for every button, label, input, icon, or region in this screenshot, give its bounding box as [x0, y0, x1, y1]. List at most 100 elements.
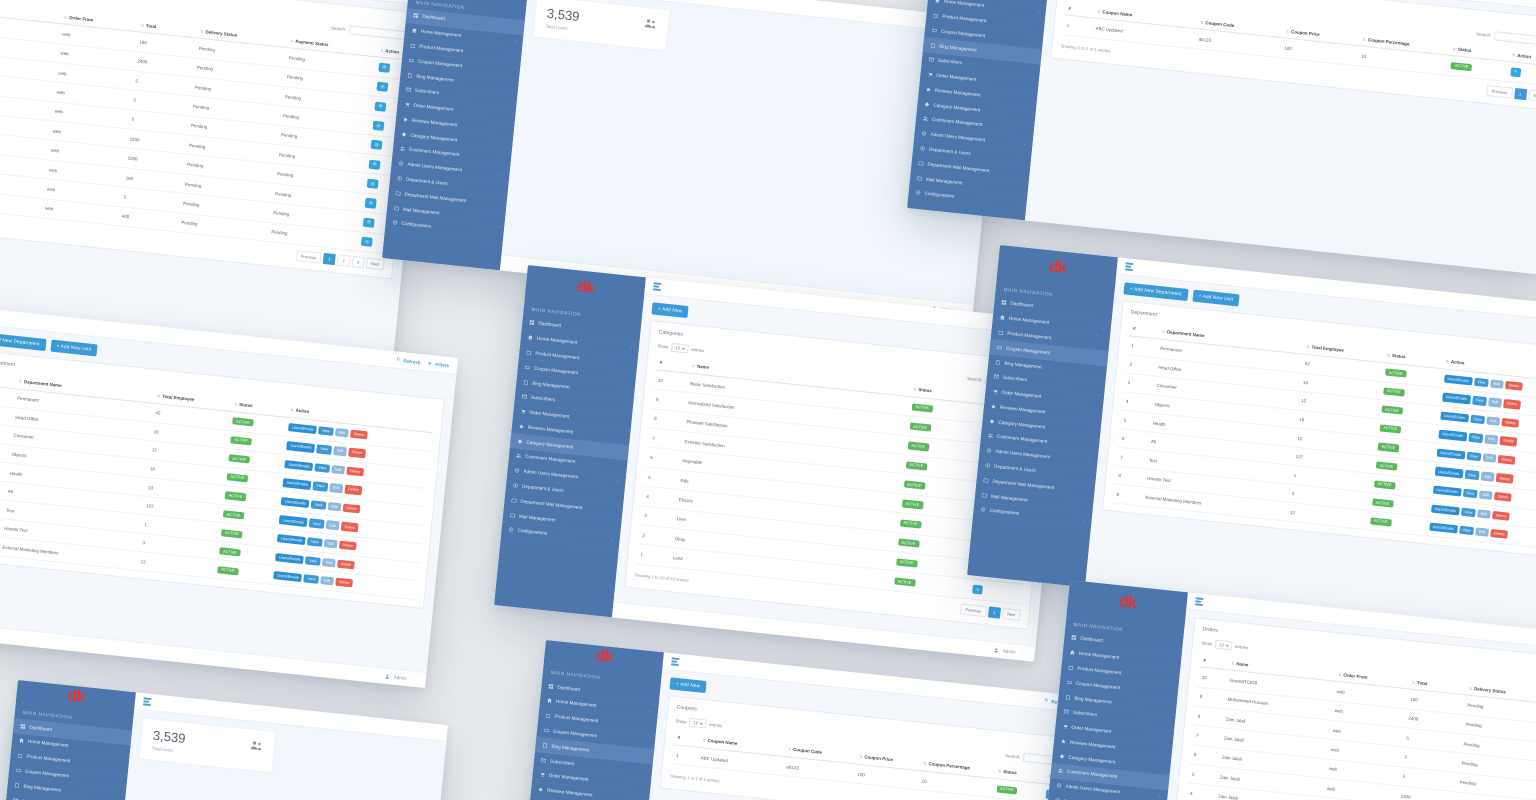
sidebar-item-order-management[interactable]: Order Management — [985, 384, 1104, 411]
view-order-button[interactable]: 👁 — [370, 139, 383, 151]
sidebar-item-home-management[interactable]: Home Management › — [539, 693, 658, 720]
sidebar-item-order-management[interactable]: Order Management — [513, 404, 632, 431]
users-emails-button[interactable]: Users/Emails — [282, 478, 312, 490]
edit-button[interactable]: Edit — [1477, 508, 1491, 519]
sidebar-item-product-management[interactable]: Product Management — [10, 748, 129, 775]
sidebar-item-product-management[interactable]: Product Management — [538, 708, 657, 735]
sidebar-item-product-management[interactable]: Product Management — [991, 325, 1110, 352]
sidebar-item-dashboard[interactable]: Dashboard — [994, 295, 1113, 322]
pagination[interactable]: Previous 1 Next — [1486, 84, 1536, 103]
sidebar-item-department-mail-management[interactable]: Department Mail Management — [911, 155, 1030, 182]
view-button[interactable]: View — [309, 518, 325, 529]
sidebar-item-coupon-management[interactable]: Coupon Management — [1059, 674, 1178, 701]
sidebar-item-configurations[interactable]: Configurations › — [973, 502, 1092, 529]
screen-department-mid-right[interactable]: dk MAIN NAVIGATION Dashboard Home Managem… — [967, 245, 1536, 641]
delete-button[interactable]: Delete — [1501, 417, 1520, 428]
edit-button[interactable]: Edit — [334, 427, 349, 438]
view-order-button[interactable]: 👁 — [376, 81, 389, 93]
sidebar-item-coupon-management[interactable]: Coupon Management — [517, 359, 636, 386]
add-new-department-button[interactable]: + Add New Department — [1123, 282, 1189, 301]
previous-page-button[interactable]: Previous — [1486, 84, 1513, 99]
edit-coupon-button[interactable]: ✎ — [1510, 67, 1521, 78]
sidebar-item-configurations[interactable]: Configurations › — [501, 522, 620, 549]
sidebar-item-home-management[interactable]: Home Management › — [520, 330, 639, 357]
sidebar-item-coupon-management[interactable]: Coupon Management — [536, 723, 655, 750]
sidebar-item-dashboard[interactable]: Dashboard — [522, 315, 641, 342]
view-button[interactable]: View — [311, 500, 327, 511]
sidebar-item-home-management[interactable]: Home Management › — [11, 733, 130, 760]
sidebar-item-reviews-management[interactable]: Reviews Management — [530, 782, 649, 800]
sidebar-item-order-management[interactable]: Order Management — [397, 97, 516, 124]
edit-button[interactable]: Edit — [323, 538, 338, 549]
sidebar-item-blog-management[interactable]: Blog Management — [7, 777, 126, 800]
edit-button[interactable]: Edit — [327, 501, 342, 512]
sidebar-item-dashboard[interactable]: Dashboard — [12, 718, 133, 746]
users-emails-button[interactable]: Users/Emails — [288, 422, 318, 435]
sidebar-item-department-mail-management[interactable]: Department Mail Management — [388, 185, 507, 212]
sidebar-item-subscribers[interactable]: Subscribers — [398, 82, 517, 109]
refresh-link[interactable]: ↻ Refresh — [396, 356, 421, 365]
search-input[interactable] — [348, 25, 408, 41]
edit-category-button[interactable]: ✎ — [972, 584, 984, 595]
edit-button[interactable]: Edit — [331, 464, 346, 475]
delete-button[interactable]: Delete — [1497, 454, 1516, 465]
sidebar-item-department-users[interactable]: Department & Users — [505, 478, 624, 505]
previous-page-button[interactable]: Previous — [959, 603, 987, 618]
view-button[interactable]: View — [1469, 414, 1486, 425]
sidebar-item-subscribers[interactable]: Subscribers — [921, 52, 1040, 79]
edit-button[interactable]: Edit — [321, 557, 336, 568]
edit-button[interactable]: Edit — [320, 576, 334, 586]
page-number-button[interactable]: 2 — [336, 254, 351, 268]
sidebar-item-customers-management[interactable]: Customers Management — [980, 428, 1099, 455]
sidebar-item-blog-management[interactable]: Blog Management — [516, 374, 635, 401]
sidebar-item-admin-users-management[interactable]: Admin Users Management › — [914, 126, 1033, 153]
view-button[interactable]: View — [1458, 525, 1475, 536]
pagination[interactable]: Previous 1 Next — [959, 603, 1022, 621]
users-emails-button[interactable]: Users/Emails — [1430, 504, 1460, 516]
view-order-button[interactable]: 👁 — [362, 217, 376, 228]
stat-card-total-users[interactable]: 3,539 Total Users — [532, 0, 671, 52]
sidebar-item-department-mail-management[interactable]: Department Mail Management — [504, 492, 623, 519]
edit-button[interactable]: Edit — [329, 483, 344, 494]
sidebar-item-customers-management[interactable]: Customers Management — [392, 141, 511, 168]
view-button[interactable]: View — [307, 537, 323, 548]
sidebar-item-category-management[interactable]: Category Management — [509, 433, 630, 461]
users-emails-button[interactable]: Users/Emails — [1441, 392, 1471, 404]
edit-button[interactable]: Edit — [1486, 416, 1501, 426]
users-emails-button[interactable]: Users/Emails — [277, 534, 307, 546]
view-order-button[interactable]: 👁 — [374, 101, 387, 112]
pagination[interactable]: Previous 1 2 3 Next — [295, 249, 385, 271]
sidebar-item-category-management[interactable]: Category Management — [917, 96, 1036, 123]
delete-button[interactable]: Delete — [349, 429, 368, 440]
delete-button[interactable]: Delete — [1505, 380, 1524, 391]
users-emails-button[interactable]: Users/Emails — [1432, 485, 1462, 497]
sidebar-item-customers-management[interactable]: Customers Management — [508, 448, 627, 475]
users-emails-button[interactable]: Users/Emails — [1443, 374, 1473, 386]
delete-button[interactable]: Delete — [344, 484, 363, 496]
sidebar-item-subscribers[interactable]: Subscribers — [533, 752, 652, 779]
view-order-button[interactable]: 👁 — [366, 178, 379, 190]
add-new-unit-button[interactable]: + Add New Unit — [50, 339, 98, 357]
delete-button[interactable]: Delete — [1499, 436, 1518, 447]
users-emails-button[interactable]: Users/Emails — [1428, 522, 1458, 534]
users-emails-button[interactable]: Users/Emails — [286, 441, 316, 453]
edit-button[interactable]: Edit — [1490, 378, 1504, 389]
user-bar[interactable]: Admin ⋮ — [612, 601, 1036, 662]
view-button[interactable]: View — [303, 574, 319, 585]
sidebar-item-coupon-management[interactable]: Coupon Management — [8, 763, 127, 790]
sidebar-item-dashboard[interactable]: Dashboard — [541, 678, 660, 705]
sidebar-item-home-management[interactable]: Home Management › — [927, 0, 1046, 20]
sidebar-item-reviews-management[interactable]: Reviews Management — [395, 111, 514, 138]
sidebar-item-category-management[interactable]: Category Management — [982, 413, 1101, 440]
filters-link[interactable]: ▼ Filters — [427, 360, 450, 368]
sidebar-item-order-management[interactable]: Order Management — [532, 767, 651, 794]
screen-categories-mid-center[interactable]: dk MAIN NAVIGATION Dashboard Home Managem… — [494, 265, 1068, 662]
sidebar-item-coupon-management[interactable]: Coupon Management — [401, 52, 520, 79]
users-emails-button[interactable]: Users/Emails — [1436, 448, 1466, 460]
